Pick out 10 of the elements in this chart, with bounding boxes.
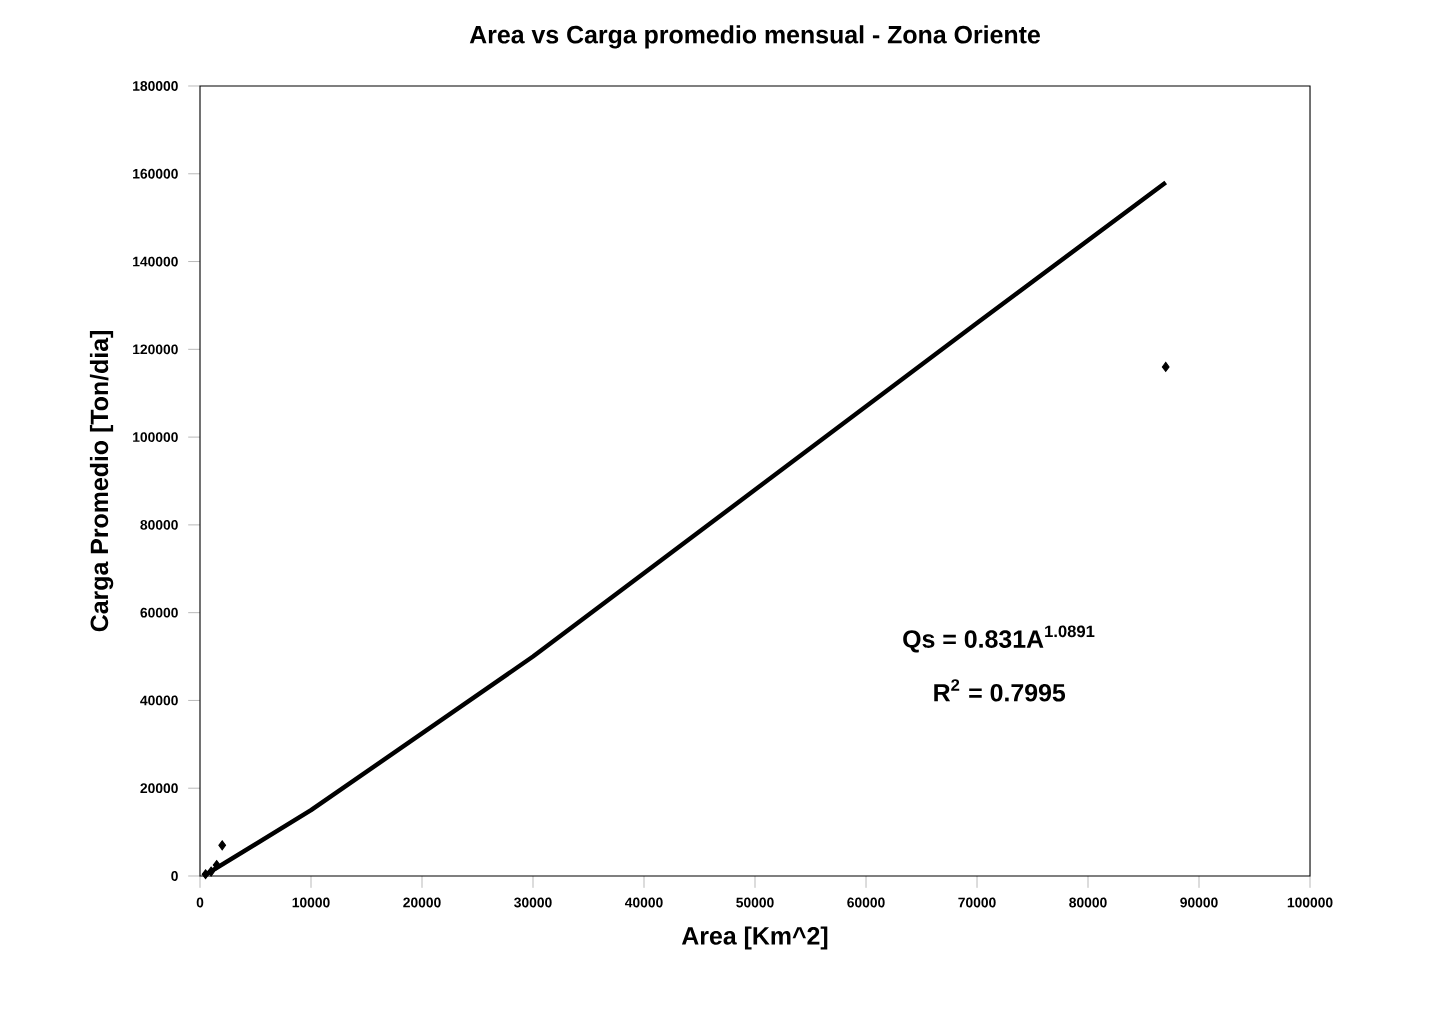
y-axis-title: Carga Promedio [Ton/dia] bbox=[89, 331, 114, 632]
point bbox=[218, 840, 227, 851]
point bbox=[207, 866, 215, 877]
annotation: R$^{2}$ = 0.7995 bbox=[934, 679, 1066, 702]
annotation: Qs = 0.831A$^{1.0891}$ bbox=[903, 625, 1095, 653]
chart-title: Area vs Carga promedio mensual - Zona Oriente bbox=[469, 25, 1040, 49]
point bbox=[212, 860, 221, 871]
point bbox=[201, 869, 210, 880]
x-axis-title: Area [Km^2] bbox=[681, 926, 828, 950]
point bbox=[1161, 361, 1170, 372]
